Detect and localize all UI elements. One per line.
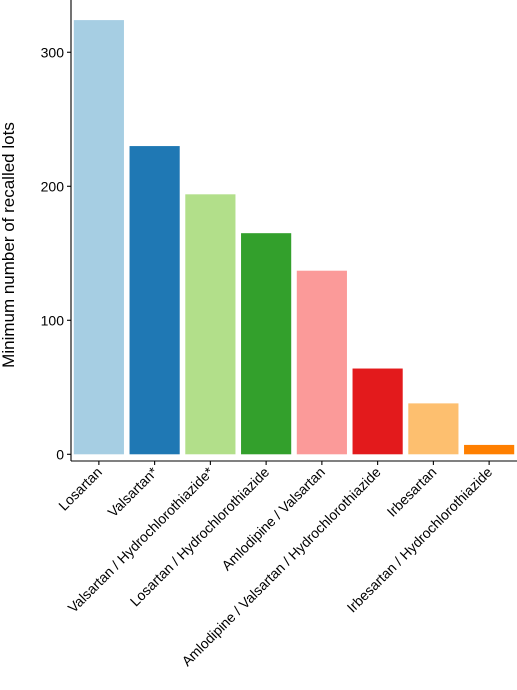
x-tick-label: Amlodipine / Valsartan / Hydrochlorothia…	[178, 464, 384, 670]
bar-7	[408, 403, 459, 455]
bar-8	[464, 444, 515, 455]
y-tick-label: 200	[41, 178, 65, 194]
axes-layer	[67, 0, 517, 465]
y-tick-label: 0	[56, 446, 64, 462]
bar-3	[185, 194, 236, 455]
x-tick-label: Valsartan*	[104, 463, 161, 520]
bar-2	[129, 146, 180, 455]
bar-6	[352, 368, 403, 455]
y-axis-title: Minimum number of recalled lots	[0, 122, 18, 368]
bar-4	[241, 233, 292, 455]
y-tick-label: 100	[41, 312, 65, 328]
x-tick-label: Irbesartan	[384, 464, 440, 520]
bars-layer	[73, 20, 515, 455]
x-tick-label: Losartan	[55, 464, 105, 514]
bar-1	[73, 20, 124, 455]
bar-5	[296, 270, 347, 455]
y-tick-label: 300	[41, 44, 65, 60]
x-tick-label: Amlodipine / Valsartan	[218, 464, 328, 574]
